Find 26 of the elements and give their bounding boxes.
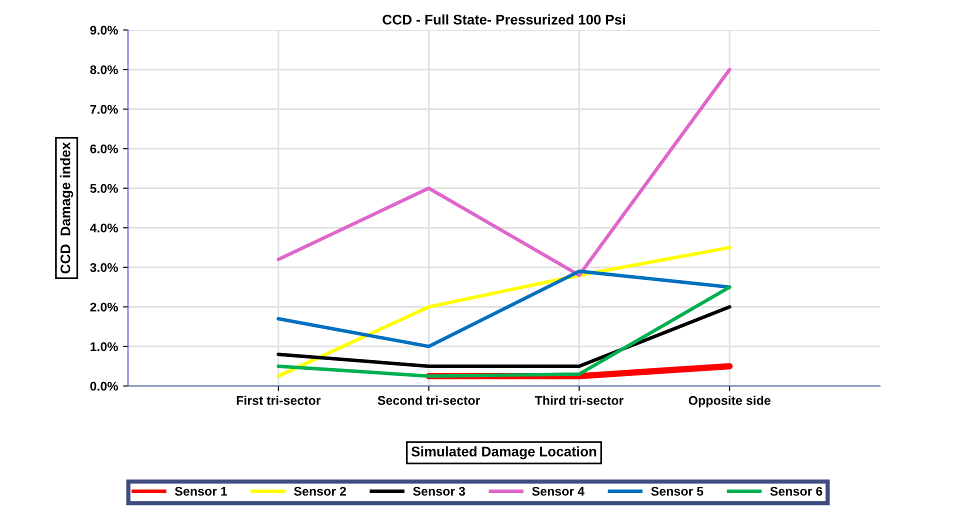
y-axis-title: CCD Damage index <box>60 142 74 274</box>
y-tick-label: 2.0% <box>90 302 118 312</box>
x-tick-label: First tri-sector <box>236 396 321 405</box>
legend-label: Sensor 2 <box>294 486 346 496</box>
line-series <box>276 285 732 378</box>
legend-label: Sensor 6 <box>770 486 822 496</box>
y-tick-label: 8.0% <box>90 65 118 74</box>
y-tick-label: 5.0% <box>90 184 118 193</box>
y-tick-label: 0.0% <box>90 382 118 391</box>
x-tick-label: Opposite side <box>688 396 771 408</box>
y-tick-label: 7.0% <box>90 104 118 114</box>
y-tick-label: 9.0% <box>90 26 118 35</box>
legend-label: Sensor 1 <box>174 486 228 496</box>
x-tick-label: Third tri-sector <box>534 396 624 405</box>
y-tick-label: 6.0% <box>90 144 118 154</box>
y-tick-label: 4.0% <box>90 224 118 232</box>
y-tick-label: 1.0% <box>90 342 118 352</box>
chart-title: CCD - Full State- Pressurized 100 Psi <box>382 14 625 25</box>
y-tick-label: 3.0% <box>90 263 118 272</box>
line-series <box>276 68 732 277</box>
line-series <box>276 270 732 348</box>
x-tick-label: Second tri-sector <box>378 396 480 405</box>
legend-label: Sensor 3 <box>413 486 466 496</box>
legend-label: Sensor 5 <box>651 486 704 496</box>
x-axis-title: Simulated Damage Location <box>411 446 596 460</box>
legend-label: Sensor 4 <box>532 486 584 496</box>
